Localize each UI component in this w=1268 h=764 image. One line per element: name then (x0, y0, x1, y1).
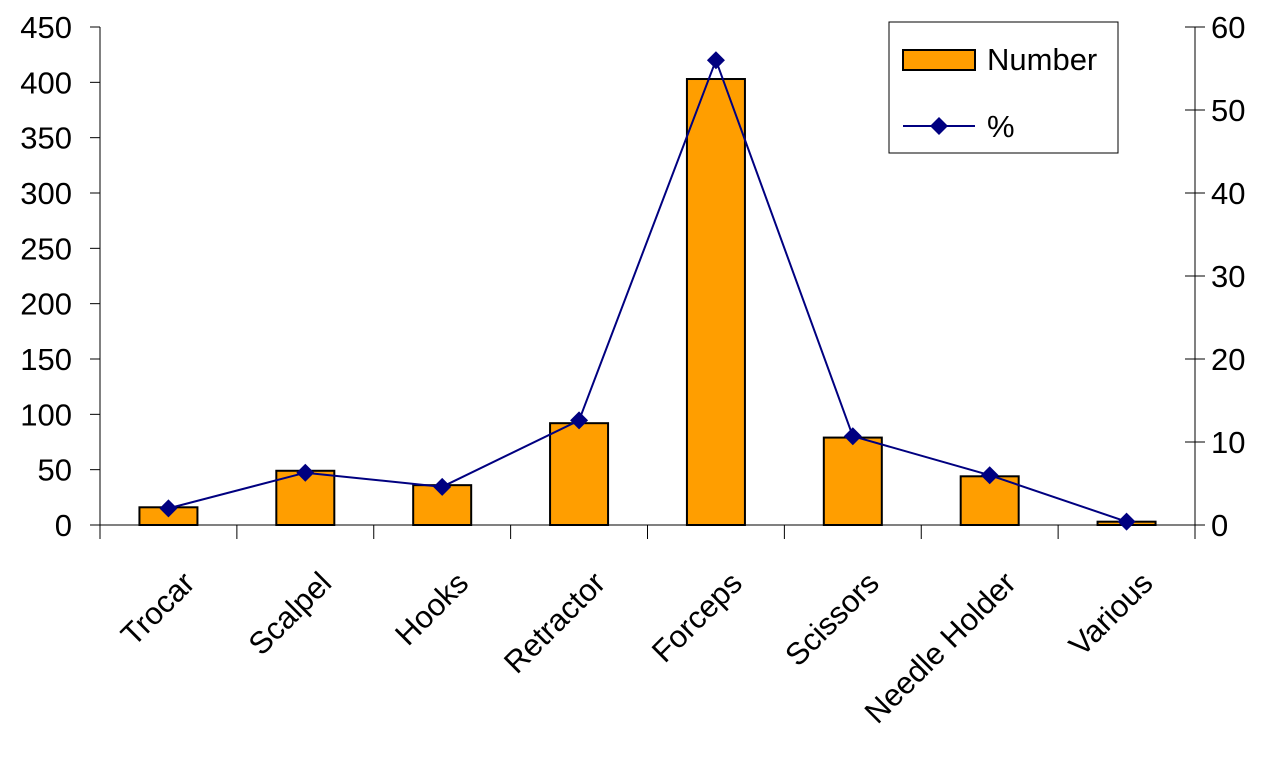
y-left-tick-label: 0 (55, 508, 72, 543)
bar-scissors (822, 436, 883, 526)
y-left-tick-label: 250 (20, 231, 72, 266)
y-left-tick-label: 200 (20, 287, 72, 322)
y-left-tick-label: 150 (20, 342, 72, 377)
line-layer (159, 51, 1136, 531)
legend-percent-marker (930, 117, 948, 135)
legend-number-swatch (902, 49, 976, 71)
y-left-tick-label: 350 (20, 121, 72, 156)
category-label: Scissors (778, 565, 886, 673)
percent-marker (296, 463, 315, 482)
legend-number-label: Number (987, 42, 1097, 77)
bars-layer (138, 78, 1157, 527)
axes-layer (90, 26, 1205, 539)
y-right-tick-label: 20 (1211, 342, 1245, 377)
percent-marker (159, 499, 178, 518)
bar-retractor (549, 422, 610, 527)
bar-forceps (685, 78, 746, 526)
category-label: Trocar (114, 565, 201, 652)
y-right-tick-label: 60 (1211, 10, 1245, 45)
category-label: Hooks (388, 565, 475, 652)
y-right-tick-label: 30 (1211, 259, 1245, 294)
percent-marker (706, 51, 725, 70)
percent-line (168, 57, 1127, 523)
legend-percent-label: % (987, 109, 1015, 144)
y-left-tick-label: 50 (38, 453, 72, 488)
y-left-tick-label: 400 (20, 65, 72, 100)
percent-marker (843, 427, 862, 446)
category-label: Retractor (497, 565, 612, 680)
legend-box (888, 21, 1119, 154)
y-left-tick-label: 300 (20, 176, 72, 211)
percent-marker (980, 466, 999, 485)
y-right-tick-label: 0 (1211, 508, 1228, 543)
y-right-tick-label: 40 (1211, 176, 1245, 211)
category-label: Forceps (645, 565, 749, 669)
y-left-tick-label: 100 (20, 397, 72, 432)
legend: Number % (888, 21, 1119, 154)
percent-marker (1117, 512, 1136, 531)
percent-marker (570, 411, 589, 430)
y-right-tick-label: 50 (1211, 93, 1245, 128)
percent-marker (433, 477, 452, 496)
category-label: Various (1062, 565, 1159, 662)
y-right-tick-label: 10 (1211, 425, 1245, 460)
category-label: Scalpel (242, 565, 339, 662)
y-left-tick-label: 450 (20, 10, 72, 45)
